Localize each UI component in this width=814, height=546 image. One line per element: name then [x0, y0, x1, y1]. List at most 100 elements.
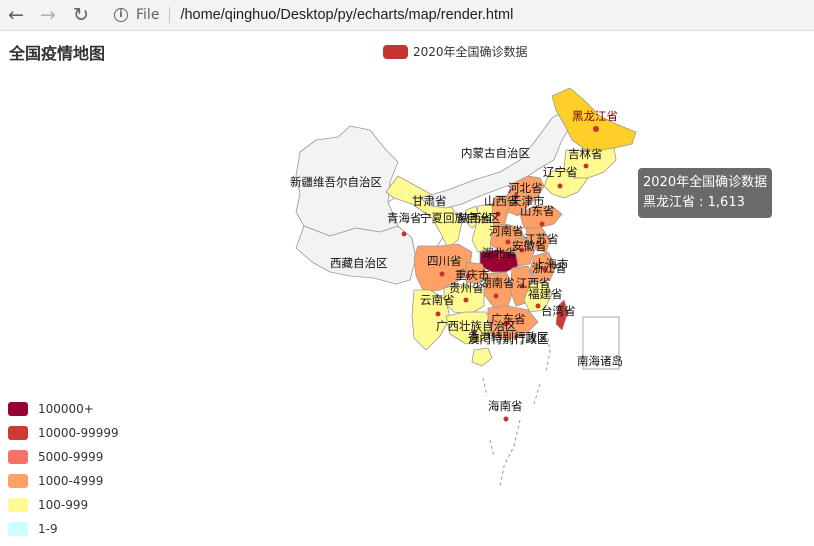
- marker-henan[interactable]: [505, 239, 511, 245]
- province-taiwan[interactable]: [555, 299, 569, 331]
- province-fujian[interactable]: [523, 281, 553, 313]
- marker-yunnan[interactable]: [435, 311, 441, 317]
- label-hainan: 海南省: [488, 399, 523, 413]
- label-xinjiang: 新疆维吾尔自治区: [290, 175, 382, 189]
- label-guangxi: 广西壮族自治区: [436, 319, 517, 333]
- label-ningxia: 宁夏回族自治区: [420, 211, 501, 225]
- visual-map-swatch: [8, 450, 28, 464]
- province-zhejiang[interactable]: [529, 251, 557, 283]
- marker-shanxi[interactable]: [495, 211, 501, 217]
- label-shanghai: 上海市: [534, 257, 569, 271]
- province-sichuan[interactable]: [413, 243, 473, 293]
- address-bar[interactable]: i File /home/qinghuo/Desktop/py/echarts/…: [104, 0, 814, 29]
- visual-map-item[interactable]: 5000-9999: [8, 445, 119, 469]
- marker-fujian[interactable]: [535, 303, 541, 309]
- marker-jilin[interactable]: [583, 163, 589, 169]
- label-hebei: 河北省: [508, 181, 543, 195]
- province-gansu[interactable]: [385, 175, 463, 249]
- map-tooltip: 2020年全国确诊数据 黑龙江省 : 1,613: [638, 168, 773, 218]
- label-nanhai: 南海诸岛: [577, 354, 623, 368]
- province-liaoning[interactable]: [543, 167, 589, 199]
- series-legend[interactable]: 2020年全国确诊数据: [383, 43, 528, 60]
- province-heilongjiang[interactable]: [551, 87, 637, 151]
- visual-map-label: 5000-9999: [38, 450, 104, 464]
- label-guangdong: 广东省: [491, 312, 526, 326]
- marker-zhejiang[interactable]: [542, 267, 548, 273]
- back-arrow-icon[interactable]: ←: [8, 4, 24, 26]
- marker-anhui[interactable]: [519, 247, 525, 253]
- label-neimenggu: 内蒙古自治区: [461, 146, 530, 160]
- province-neimenggu[interactable]: [419, 109, 573, 209]
- visual-map-swatch: [8, 474, 28, 488]
- label-taiwan: 台湾省: [541, 304, 576, 318]
- label-shanxi: 山西省: [484, 194, 519, 208]
- label-sichuan: 四川省: [427, 254, 462, 268]
- label-jilin: 吉林省: [568, 147, 603, 161]
- label-guizhou: 贵州省: [449, 281, 484, 295]
- marker-hubei[interactable]: [497, 253, 503, 259]
- marker-qinghai[interactable]: [401, 231, 407, 237]
- province-guangdong[interactable]: [487, 305, 539, 341]
- label-gansu: 甘肃省: [412, 194, 447, 208]
- label-xizang: 西藏自治区: [330, 256, 388, 270]
- marker-hunan[interactable]: [493, 293, 499, 299]
- visual-map-swatch: [8, 522, 28, 536]
- label-chongqing: 重庆市: [455, 268, 490, 282]
- province-yunnan[interactable]: [411, 289, 451, 351]
- reload-icon[interactable]: ↻: [73, 4, 89, 26]
- south-sea-inset: [582, 316, 620, 370]
- marker-shandong[interactable]: [539, 221, 545, 227]
- marker-guizhou[interactable]: [463, 297, 469, 303]
- browser-toolbar: ← → ↻ i File /home/qinghuo/Desktop/py/ec…: [0, 0, 814, 31]
- marker-heilongjiang[interactable]: [593, 126, 599, 132]
- marker-sichuan[interactable]: [439, 271, 445, 277]
- label-hongkong: 香港特别行政区: [468, 330, 549, 344]
- label-liaoning: 辽宁省: [543, 165, 578, 179]
- marker-guangxi[interactable]: [471, 329, 477, 335]
- marker-guangdong[interactable]: [503, 321, 509, 327]
- label-shaanxi: 陕西省: [458, 211, 493, 225]
- visual-map-swatch: [8, 426, 28, 440]
- visual-map-swatch: [8, 498, 28, 512]
- province-hainan[interactable]: [471, 347, 493, 367]
- visual-map-swatch: [8, 402, 28, 416]
- visual-map-label: 100000+: [38, 402, 94, 416]
- divider: [169, 6, 171, 23]
- forward-arrow-icon[interactable]: →: [40, 4, 56, 26]
- marker-chongqing[interactable]: [465, 273, 471, 279]
- marker-liaoning[interactable]: [557, 183, 563, 189]
- info-icon[interactable]: i: [114, 7, 128, 22]
- south-sea-dashes: [482, 337, 551, 487]
- visual-map-item[interactable]: 1-9: [8, 517, 119, 541]
- visual-map-label: 1-9: [38, 522, 58, 536]
- marker-hainan[interactable]: [503, 416, 509, 422]
- label-anhui: 安徽省: [512, 239, 547, 253]
- label-yunnan: 云南省: [420, 293, 455, 307]
- visual-map-item[interactable]: 10000-99999: [8, 421, 119, 445]
- label-qinghai: 青海省: [387, 211, 422, 225]
- province-chongqing[interactable]: [465, 261, 489, 285]
- province-guangxi[interactable]: [445, 311, 495, 345]
- visual-map-label: 100-999: [38, 498, 89, 512]
- label-tianjin: 天津市: [510, 194, 545, 208]
- label-shandong: 山东省: [520, 204, 555, 218]
- visual-map-label: 10000-99999: [38, 426, 119, 440]
- label-hubei: 湖北省: [482, 246, 517, 260]
- url-text[interactable]: /home/qinghuo/Desktop/py/echarts/map/ren…: [180, 6, 514, 23]
- marker-jiangxi[interactable]: [519, 283, 525, 289]
- label-fujian: 福建省: [528, 287, 563, 301]
- label-henan: 河南省: [489, 224, 524, 238]
- label-jiangxi: 江西省: [516, 276, 551, 290]
- visual-map-item[interactable]: 100000+: [8, 397, 119, 421]
- label-macau: 澳门特别行政区: [468, 332, 549, 346]
- province-xizang[interactable]: [295, 225, 417, 285]
- visual-map-legend: 100000+ 10000-99999 5000-9999 1000-4999 100-…: [8, 397, 119, 541]
- label-hunan: 湖南省: [480, 276, 515, 290]
- visual-map-item[interactable]: 1000-4999: [8, 469, 119, 493]
- visual-map-item[interactable]: 100-999: [8, 493, 119, 517]
- marker-hebei[interactable]: [513, 193, 519, 199]
- url-scheme: File: [136, 6, 160, 23]
- province-shaanxi[interactable]: [471, 203, 495, 253]
- visual-map-label: 1000-4999: [38, 474, 104, 488]
